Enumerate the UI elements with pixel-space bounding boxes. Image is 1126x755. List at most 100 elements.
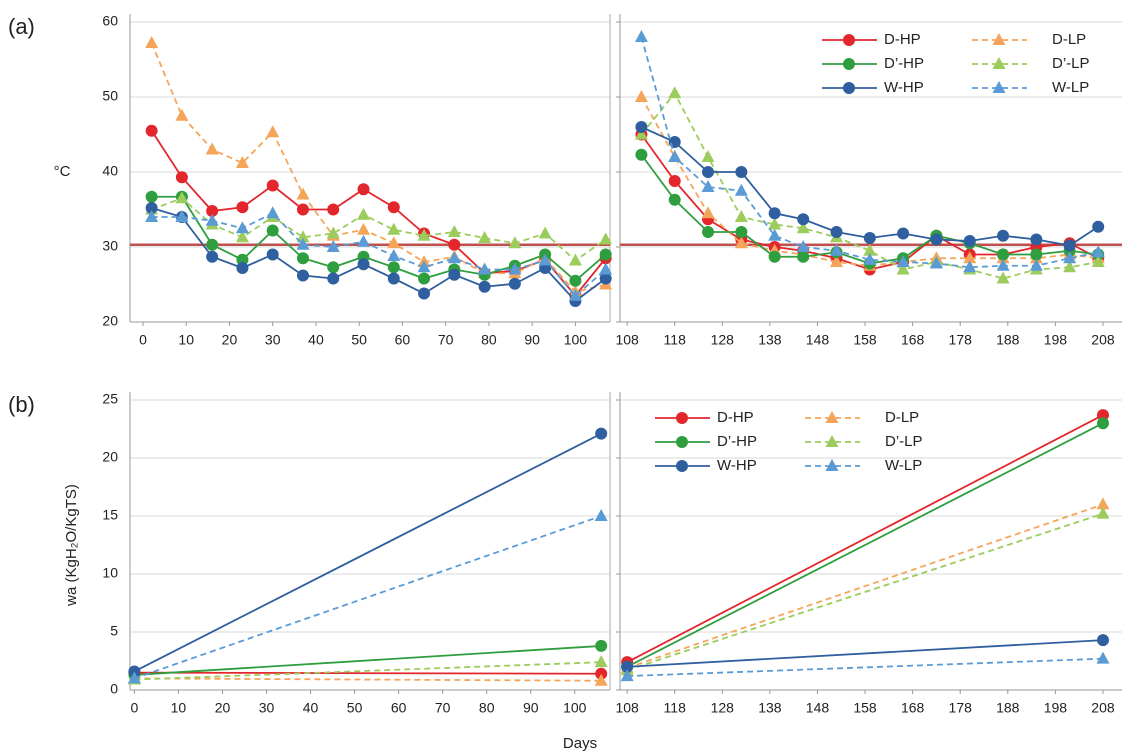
marker (175, 191, 189, 204)
x-tick-label: 80 (481, 332, 497, 348)
marker (418, 287, 431, 300)
marker (417, 228, 431, 241)
panel-label: (b) (8, 392, 35, 417)
y-tick-label: 10 (102, 565, 118, 581)
x-tick-label: 20 (215, 700, 231, 716)
x-tick-label: 0 (131, 700, 139, 716)
marker (1063, 239, 1076, 252)
marker (357, 258, 370, 271)
series-line (626, 414, 1104, 663)
x-tick-label: 20 (222, 332, 238, 348)
legend-marker (992, 57, 1006, 69)
marker (796, 240, 810, 252)
legend-marker (843, 58, 855, 70)
marker (830, 255, 844, 267)
marker (897, 227, 910, 240)
marker (387, 261, 400, 274)
marker (206, 238, 219, 251)
marker (620, 669, 634, 682)
legend-label: D’-HP (884, 55, 924, 72)
marker (634, 30, 648, 42)
marker (266, 179, 279, 192)
legend-marker (843, 82, 855, 94)
marker (296, 237, 310, 250)
x-tick-label: 60 (391, 700, 407, 716)
legend-label: D-HP (884, 31, 921, 48)
marker (896, 262, 910, 275)
marker (478, 280, 491, 293)
marker (1063, 251, 1077, 264)
x-tick-label: 208 (1091, 332, 1115, 348)
marker (599, 262, 613, 275)
marker (997, 229, 1010, 242)
marker (326, 226, 340, 239)
legend-marker (676, 460, 688, 472)
marker (1030, 248, 1043, 261)
marker (266, 224, 279, 237)
x-tick-label: 10 (171, 700, 187, 716)
marker (797, 250, 810, 263)
series-line (151, 195, 607, 282)
series-line (134, 677, 602, 682)
x-tick-label: 70 (438, 332, 454, 348)
series-line (640, 36, 1099, 269)
marker (205, 213, 219, 226)
marker (668, 86, 682, 99)
marker (145, 202, 158, 214)
marker (863, 243, 877, 256)
marker (1096, 634, 1109, 647)
marker (175, 210, 189, 222)
marker (448, 238, 461, 251)
legend-marker (676, 436, 688, 448)
x-tick-label: 50 (347, 700, 363, 716)
marker (963, 235, 976, 247)
marker (634, 90, 648, 102)
marker (145, 36, 159, 48)
marker (145, 210, 159, 222)
series-line (151, 207, 607, 303)
marker (930, 233, 943, 246)
marker (568, 288, 582, 301)
y-axis-label: wa (KgH₂O/KgTS) (63, 484, 80, 607)
y-tick-label: 5 (110, 623, 118, 639)
marker (1091, 255, 1105, 267)
x-tick-label: 118 (664, 332, 687, 348)
marker (963, 251, 977, 264)
marker (768, 217, 782, 230)
marker (996, 258, 1010, 271)
series-line (134, 515, 602, 680)
marker (635, 121, 648, 133)
panel-label: (a) (8, 14, 35, 39)
marker (205, 142, 219, 155)
marker (357, 183, 370, 196)
x-tick-label: 148 (806, 700, 830, 716)
y-tick-label: 50 (102, 88, 118, 104)
x-tick-label: 118 (664, 700, 687, 716)
marker (830, 226, 843, 238)
marker (668, 136, 681, 148)
series-line (627, 639, 1104, 668)
x-tick-label: 90 (524, 332, 540, 348)
marker (1092, 220, 1105, 233)
marker (206, 250, 219, 263)
marker (418, 272, 431, 285)
marker (1096, 497, 1110, 510)
marker (387, 249, 401, 261)
marker (145, 124, 158, 137)
series-line (626, 503, 1104, 669)
legend-label: W-HP (884, 79, 924, 96)
marker (929, 256, 943, 269)
marker (734, 183, 748, 196)
x-tick-label: 208 (1091, 700, 1115, 716)
marker (634, 127, 648, 140)
marker (768, 207, 781, 220)
x-tick-label: 0 (139, 332, 147, 348)
marker (266, 206, 280, 219)
marker (594, 673, 608, 686)
x-tick-label: 158 (853, 332, 877, 348)
y-tick-label: 0 (110, 681, 118, 697)
x-tick-label: 108 (615, 700, 639, 716)
series-line (640, 96, 1099, 267)
marker (296, 203, 309, 216)
marker (568, 253, 582, 266)
